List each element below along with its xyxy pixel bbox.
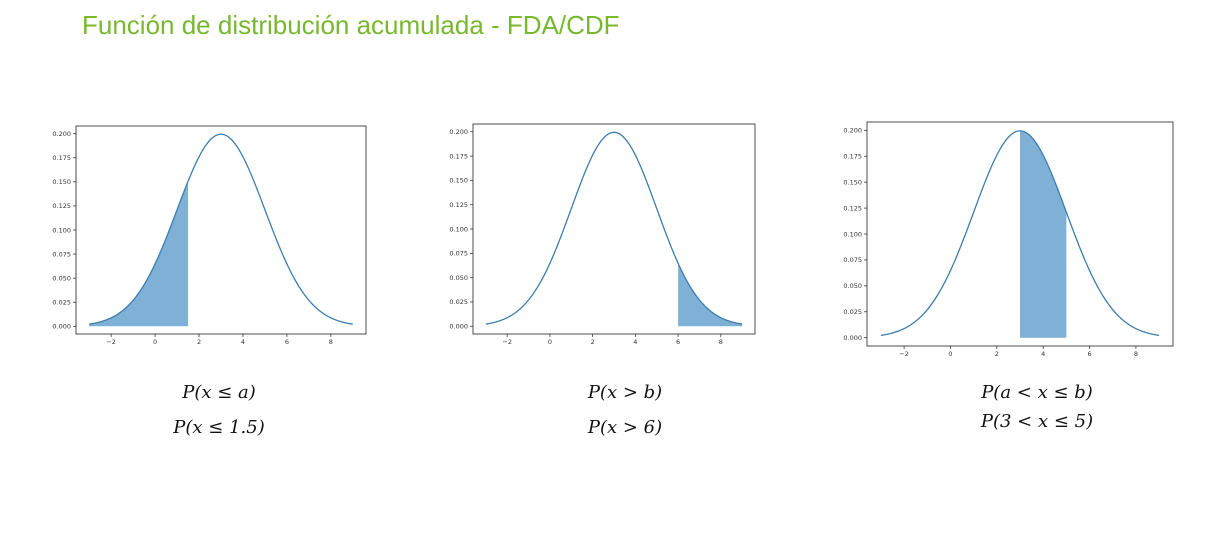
formula-example: P(3 < x ≤ 5) [980,411,1094,432]
y-tick-label: 0.175 [52,154,71,162]
page-title: Función de distribución acumulada - FDA/… [82,10,620,40]
x-tick-label: 2 [995,350,999,358]
x-tick-label: 0 [948,350,952,358]
y-tick-label: 0.200 [843,127,862,135]
y-tick-label: 0.000 [449,323,468,331]
x-tick-label: 6 [285,338,289,346]
x-tick-label: 2 [197,338,201,346]
formula-example: P(x > 6) [587,417,663,438]
shaded-area [1020,130,1067,338]
formula-example: P(x ≤ 1.5) [173,417,265,438]
x-tick-label: 0 [548,338,552,346]
y-tick-label: 0.000 [52,323,71,331]
x-tick-label: 2 [591,338,595,346]
y-tick-label: 0.075 [843,256,862,264]
formula-less-equal: P(x ≤ a) P(x ≤ 1.5) [69,382,369,438]
y-tick-label: 0.125 [52,202,71,210]
y-tick-label: 0.025 [843,308,862,316]
density-curve [485,131,743,325]
y-tick-label: 0.025 [449,298,468,306]
y-tick-label: 0.100 [843,230,862,238]
formula-greater: P(x > b) P(x > 6) [475,382,775,438]
y-tick-label: 0.150 [52,178,71,186]
cdf-chart-less-equal: 0.000 0.025 0.050 0.075 0.100 0.125 0.150 0.175… [52,125,367,346]
y-tick-label: 0.100 [52,226,71,234]
y-tick-label: 0.200 [449,128,468,136]
y-tick-label: 0.125 [449,201,468,209]
formula-generic: P(a < x ≤ b) [981,382,1093,403]
formula-generic: P(x > b) [587,382,663,403]
x-tick-label: 8 [719,338,723,346]
x-tick-label: −2 [106,338,116,346]
y-tick-label: 0.100 [449,225,468,233]
x-tick-label: −2 [899,350,909,358]
x-tick-label: 4 [633,338,637,346]
shaded-area [89,181,189,327]
y-tick-label: 0.050 [449,274,468,282]
x-tick-label: 8 [1134,350,1138,358]
y-tick-label: 0.075 [449,250,468,258]
y-tick-label: 0.125 [843,204,862,212]
y-tick-label: 0.200 [52,130,71,138]
y-tick-label: 0.150 [843,178,862,186]
x-tick-label: 0 [153,338,157,346]
x-tick-label: 6 [1087,350,1091,358]
y-tick-label: 0.000 [843,334,862,342]
shaded-area [678,263,743,327]
plot-frame [472,123,756,335]
x-tick-label: 4 [241,338,245,346]
y-tick-label: 0.175 [449,152,468,160]
x-tick-label: −2 [502,338,512,346]
y-tick-label: 0.050 [52,274,71,282]
y-tick-label: 0.175 [843,153,862,161]
x-tick-label: 6 [676,338,680,346]
x-tick-label: 8 [329,338,333,346]
cdf-chart-between: 0.000 0.025 0.050 0.075 0.100 0.125 0.150 0.175… [843,121,1174,358]
density-curve [880,130,1160,337]
formula-generic: P(x ≤ a) [182,382,256,403]
formula-between: P(a < x ≤ b) P(3 < x ≤ 5) [887,382,1187,432]
cdf-chart-greater: 0.000 0.025 0.050 0.075 0.100 0.125 0.150 0.175… [449,123,756,346]
plot-frame [75,125,367,335]
y-tick-label: 0.025 [52,299,71,307]
y-tick-label: 0.050 [843,282,862,290]
y-tick-label: 0.150 [449,177,468,185]
x-tick-label: 4 [1041,350,1045,358]
y-tick-label: 0.075 [52,250,71,258]
density-curve [89,133,353,325]
